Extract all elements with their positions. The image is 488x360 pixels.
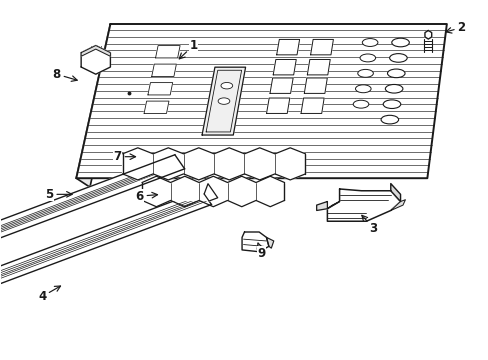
- Ellipse shape: [362, 39, 377, 46]
- Text: 5: 5: [45, 188, 72, 201]
- Text: 6: 6: [135, 190, 157, 203]
- Text: 2: 2: [445, 21, 465, 34]
- Text: 7: 7: [113, 150, 135, 163]
- Polygon shape: [390, 200, 405, 211]
- Polygon shape: [204, 184, 217, 201]
- Polygon shape: [147, 82, 172, 95]
- Polygon shape: [151, 64, 176, 76]
- Polygon shape: [0, 155, 184, 252]
- Ellipse shape: [221, 82, 232, 89]
- Ellipse shape: [383, 100, 400, 108]
- Polygon shape: [266, 237, 273, 248]
- Text: 1: 1: [179, 39, 197, 59]
- Polygon shape: [76, 24, 446, 178]
- Polygon shape: [269, 78, 293, 93]
- Polygon shape: [316, 202, 327, 211]
- Ellipse shape: [380, 115, 398, 124]
- Ellipse shape: [218, 98, 229, 104]
- Text: 3: 3: [361, 215, 377, 235]
- Polygon shape: [81, 45, 110, 74]
- Polygon shape: [81, 45, 110, 56]
- Polygon shape: [266, 98, 289, 113]
- Ellipse shape: [386, 69, 404, 78]
- Polygon shape: [306, 59, 329, 75]
- Polygon shape: [0, 190, 211, 302]
- Ellipse shape: [352, 100, 368, 108]
- Polygon shape: [202, 67, 245, 135]
- Ellipse shape: [359, 54, 375, 62]
- Polygon shape: [310, 40, 333, 55]
- Text: 4: 4: [38, 286, 61, 303]
- Text: 8: 8: [53, 68, 77, 81]
- Polygon shape: [273, 59, 296, 75]
- Ellipse shape: [389, 54, 407, 62]
- Polygon shape: [76, 24, 124, 187]
- Polygon shape: [155, 46, 180, 58]
- Polygon shape: [142, 176, 284, 201]
- Polygon shape: [390, 184, 400, 202]
- Polygon shape: [327, 189, 400, 221]
- Polygon shape: [276, 40, 299, 55]
- Ellipse shape: [385, 85, 402, 93]
- Polygon shape: [424, 31, 431, 39]
- Polygon shape: [242, 232, 268, 252]
- Ellipse shape: [391, 38, 408, 47]
- Polygon shape: [144, 101, 169, 113]
- Polygon shape: [301, 98, 324, 113]
- Text: 9: 9: [257, 243, 265, 260]
- Polygon shape: [122, 148, 305, 180]
- Ellipse shape: [355, 85, 370, 93]
- Ellipse shape: [357, 69, 373, 77]
- Polygon shape: [304, 78, 326, 93]
